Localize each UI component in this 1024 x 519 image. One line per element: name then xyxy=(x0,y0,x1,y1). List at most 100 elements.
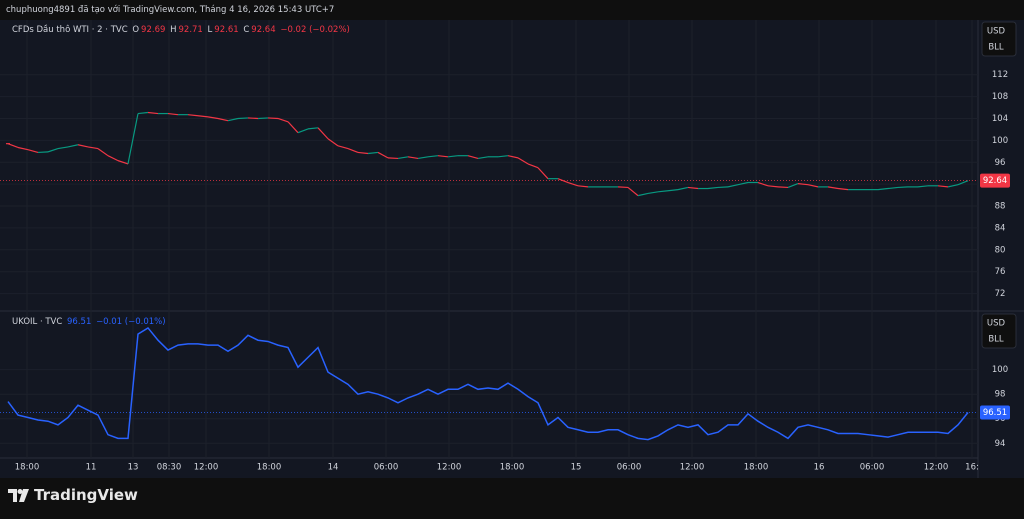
currency: USD xyxy=(987,319,1006,329)
price-segment xyxy=(367,151,379,155)
ohlc-label: H xyxy=(170,25,177,35)
price-segment xyxy=(67,144,79,148)
price-segment xyxy=(617,186,629,189)
price-segment xyxy=(197,115,209,118)
price-segment xyxy=(427,155,439,158)
x-tick-label: 06:00 xyxy=(617,463,642,473)
price-segment xyxy=(327,138,339,147)
price-segment xyxy=(477,156,489,160)
legend-title: UKOIL · TVC xyxy=(12,317,63,327)
price-segment xyxy=(237,117,249,120)
x-tick-label: 12:00 xyxy=(924,463,949,473)
price-segment xyxy=(717,186,729,189)
price-segment xyxy=(117,160,129,165)
price-segment xyxy=(677,186,689,191)
price-segment xyxy=(377,151,389,159)
y-tick-label: 72 xyxy=(995,289,1006,299)
y-tick-label: 96 xyxy=(995,158,1006,168)
x-tick-label: 14 xyxy=(328,463,339,473)
ohlc-label: C xyxy=(243,25,250,35)
price-segment xyxy=(577,185,589,188)
x-tick-label: 13 xyxy=(128,463,139,473)
price-segment xyxy=(957,180,969,186)
y-tick-label: 100 xyxy=(992,136,1008,146)
price-segment xyxy=(47,148,59,153)
price-segment xyxy=(247,117,259,120)
price-segment xyxy=(527,163,539,169)
price-segment xyxy=(87,146,99,150)
y-tick-label: 80 xyxy=(995,245,1006,255)
price-segment xyxy=(797,183,809,186)
change: −0.01 (−0.01%) xyxy=(96,317,166,327)
price-segment xyxy=(537,167,549,180)
brand-logo xyxy=(8,489,29,502)
price-segment xyxy=(347,148,359,153)
change: −0.02 (−0.02%) xyxy=(280,25,350,35)
y-tick-label: 88 xyxy=(995,202,1006,212)
price-segment xyxy=(277,117,289,123)
x-tick-label: 12:00 xyxy=(437,463,462,473)
price-segment xyxy=(357,151,369,155)
unit: BLL xyxy=(988,335,1004,345)
ohlc-value: 92.71 xyxy=(178,25,203,35)
y-tick-label: 112 xyxy=(992,70,1008,80)
price-segment xyxy=(167,112,179,116)
price-segment xyxy=(37,151,49,154)
currency: USD xyxy=(987,27,1006,37)
price-segment xyxy=(227,117,239,122)
legend: UKOIL · TVC 96.51 −0.01 (−0.01%) xyxy=(12,317,168,327)
x-tick-label: 12:00 xyxy=(680,463,705,473)
header-text: chuphuong4891 đã tạo với TradingView.com… xyxy=(6,5,335,15)
x-tick-label: 18:00 xyxy=(257,463,282,473)
x-tick-label: 12:00 xyxy=(194,463,219,473)
chart: USD BLL USD BLL 18:00 11 13 08:30 12:00 18:00… xyxy=(0,20,1024,478)
brand-name: TradingView xyxy=(34,486,138,504)
legend-title: CFDs Dầu thô WTI · 2 · TVC xyxy=(12,25,128,35)
x-tick-label: 18:00 xyxy=(15,463,40,473)
price-segment xyxy=(827,186,839,190)
x-tick-label: 15 xyxy=(571,463,582,473)
unit-box xyxy=(981,21,1017,57)
price-segment xyxy=(517,157,529,165)
last-price-tag xyxy=(980,405,1010,420)
unit-box xyxy=(981,313,1017,349)
price-segment xyxy=(887,186,899,190)
price-segment xyxy=(207,116,219,120)
legend: CFDs Dầu thô WTI · 2 · TVC O 92.69 H 92.71… xyxy=(12,25,352,35)
price-segment xyxy=(687,186,699,190)
price-segment xyxy=(707,186,719,190)
price-segment xyxy=(567,181,579,187)
price-segment xyxy=(407,156,419,160)
ohlc-value: 92.64 xyxy=(251,25,276,35)
price-segment xyxy=(897,186,909,189)
price-segment xyxy=(287,121,299,134)
price-segment xyxy=(317,127,329,140)
legend-value: 96.51 xyxy=(67,317,92,327)
x-tick-label: 08:30 xyxy=(157,463,182,473)
price-segment xyxy=(217,117,229,122)
price-segment xyxy=(777,186,789,189)
price-segment xyxy=(737,181,749,186)
x-tick-label: 06:00 xyxy=(860,463,885,473)
last-price-label: 92.64 xyxy=(983,176,1007,186)
ohlc-value: 92.61 xyxy=(214,25,239,35)
price-segment xyxy=(187,114,199,117)
y-tick-label: 104 xyxy=(992,114,1008,124)
price-segment xyxy=(147,111,159,115)
x-tick-label: 18:00 xyxy=(500,463,525,473)
ohlc-label: O xyxy=(132,25,140,35)
price-segment xyxy=(257,117,269,120)
y-tick-label: 98 xyxy=(995,390,1006,400)
price-segment xyxy=(667,189,679,192)
ohlc-label: L xyxy=(207,25,213,35)
price-segment xyxy=(387,157,399,160)
price-segment xyxy=(637,192,649,197)
price-segment xyxy=(837,187,849,191)
price-segment xyxy=(787,183,799,188)
price-segment xyxy=(447,155,459,158)
price-segment xyxy=(417,156,429,160)
price-segment xyxy=(337,145,349,150)
y-tick-label: 108 xyxy=(992,92,1008,102)
price-segment xyxy=(127,113,139,165)
